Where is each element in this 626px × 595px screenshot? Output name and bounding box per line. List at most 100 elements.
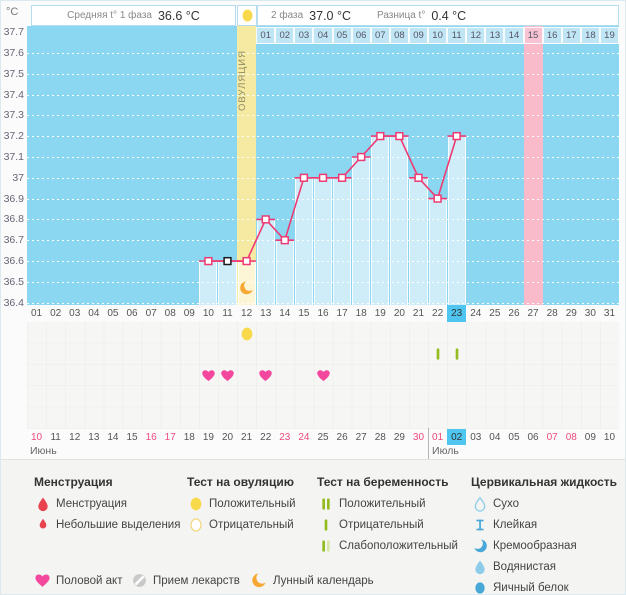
cycle-day-cell[interactable]: 12 [241,308,253,319]
calendar-date-cell[interactable]: 02 [447,429,467,445]
calendar-date-cell[interactable]: 20 [221,431,234,443]
cycle-day-cell[interactable]: 10 [202,308,214,319]
calendar-date-cell[interactable]: 03 [470,431,482,443]
calendar-date-cell[interactable]: 22 [260,431,272,443]
cycle-day-cell[interactable]: 30 [584,308,596,319]
gridline [27,115,619,116]
cycle-day-cell[interactable]: 03 [69,308,81,319]
calendar-date-cell[interactable]: 10 [30,431,43,443]
calendar-date-cell[interactable]: 14 [107,431,119,443]
circle-filled-icon [187,496,204,512]
cycle-day-cell[interactable]: 26 [508,308,520,319]
temperature-bar [294,177,313,305]
cycle-day-cell[interactable]: 31 [603,308,616,319]
temperature-marker[interactable] [414,173,423,182]
y-axis-tick-label: 36.5 [3,275,24,288]
y-axis-unit-label: °C [6,6,19,18]
calendar-date-cell[interactable]: 06 [527,431,539,443]
legend-item: Лунный календарь [251,570,374,591]
bars-weak-icon [317,538,334,554]
temperature-marker[interactable] [280,236,289,245]
temperature-marker[interactable] [357,152,366,162]
calendar-date-cell[interactable]: 11 [50,431,61,443]
y-axis-tick-label: 36.7 [3,234,24,247]
gridline [27,219,619,220]
legend-item: Небольшие выделения [34,514,180,535]
legend-item: Отрицательный [187,514,294,535]
ovulation-test-positive-icon [240,8,255,23]
cycle-day-cell[interactable]: 09 [183,308,195,319]
temperature-marker[interactable] [242,256,251,266]
cycle-day-cell[interactable]: 21 [412,308,425,319]
calendar-date-cell[interactable]: 05 [508,431,520,443]
cycle-day-cell[interactable]: 24 [470,308,482,319]
legend-item-label: Положительный [339,497,426,510]
calendar-date-cell[interactable]: 12 [69,431,81,443]
cycle-day-cell[interactable]: 07 [145,308,157,319]
calendar-date-cell[interactable]: 30 [412,431,425,443]
calendar-date-cell[interactable]: 18 [183,431,195,443]
calendar-date-cell[interactable]: 16 [145,431,157,443]
temperature-bar [313,177,333,305]
cycle-day-cell[interactable]: 28 [546,308,558,319]
cycle-day-cell[interactable]: 01 [30,308,43,319]
cycle-day-cell[interactable]: 29 [565,308,577,319]
cycle-day-cell[interactable]: 19 [374,308,386,319]
calendar-date-cell[interactable]: 25 [317,431,329,443]
cycle-day-cell[interactable]: 08 [164,308,176,319]
calendar-date-cell[interactable]: 08 [565,431,577,443]
temperature-marker[interactable] [395,131,404,141]
cycle-day-cell[interactable]: 27 [527,308,539,319]
calendar-date-cell[interactable]: 07 [546,431,558,443]
temperature-marker[interactable] [337,173,347,182]
cycle-day-cell[interactable]: 06 [126,308,138,319]
cycle-day-cell[interactable]: 04 [88,308,100,319]
cycle-day-cell[interactable]: 16 [317,308,329,319]
calendar-date-cell[interactable]: 04 [489,431,501,443]
temperature-marker[interactable] [318,173,328,182]
cycle-day-cell[interactable]: 22 [432,308,444,319]
temperature-marker[interactable] [433,194,442,203]
cycle-day-cell[interactable]: 11 [222,308,233,319]
calendar-date-cell[interactable]: 23 [279,431,291,443]
calendar-date-cell[interactable]: 24 [298,431,310,443]
cycle-day-cell[interactable]: 18 [355,308,367,319]
cycle-day-cell[interactable]: 02 [50,308,62,319]
calendar-date-cell[interactable]: 26 [336,431,348,443]
calendar-date-cell[interactable]: 10 [603,431,616,443]
temperature-marker[interactable] [261,215,270,224]
calendar-date-cell[interactable]: 01 [432,431,444,443]
cycle-day-cell[interactable]: 23 [447,305,467,322]
temperature-marker[interactable] [376,131,385,141]
cycle-day-cell[interactable]: 25 [489,308,501,319]
temperature-marker[interactable] [223,256,232,266]
legend-item-label: Сухо [493,497,520,510]
temperature-marker[interactable] [452,131,461,141]
heart-icon [34,572,51,589]
cycle-day-cell[interactable]: 15 [298,308,310,319]
cycle-day-cell[interactable]: 20 [393,308,405,319]
dpo-day-cell: 13 [485,27,505,44]
calendar-date-cell[interactable]: 27 [355,431,367,443]
calendar-date-cell[interactable]: 17 [164,431,176,443]
calendar-date-cell[interactable]: 29 [393,431,405,443]
pill-icon [131,572,148,589]
temperature-marker[interactable] [204,256,213,266]
legend-group-title: Цервикальная жидкость [471,475,618,489]
calendar-date-cell[interactable]: 19 [202,431,214,443]
cycle-day-cell[interactable]: 05 [107,308,119,319]
tracking-rows [27,322,619,429]
cycle-day-cell[interactable]: 17 [336,308,348,319]
ellipse-blue-icon [471,580,488,594]
calendar-date-cell[interactable]: 21 [241,431,253,443]
intercourse-heart-icon [258,368,273,383]
calendar-date-cell[interactable]: 09 [584,431,596,443]
dpo-day-cell: 07 [370,27,390,44]
calendar-date-cell[interactable]: 13 [88,431,100,443]
intercourse-heart-icon [201,368,216,383]
temperature-marker[interactable] [299,173,309,182]
calendar-date-cell[interactable]: 28 [374,431,386,443]
cycle-day-cell[interactable]: 14 [279,308,291,319]
calendar-date-cell[interactable]: 15 [126,431,138,443]
cycle-day-cell[interactable]: 13 [260,308,272,319]
